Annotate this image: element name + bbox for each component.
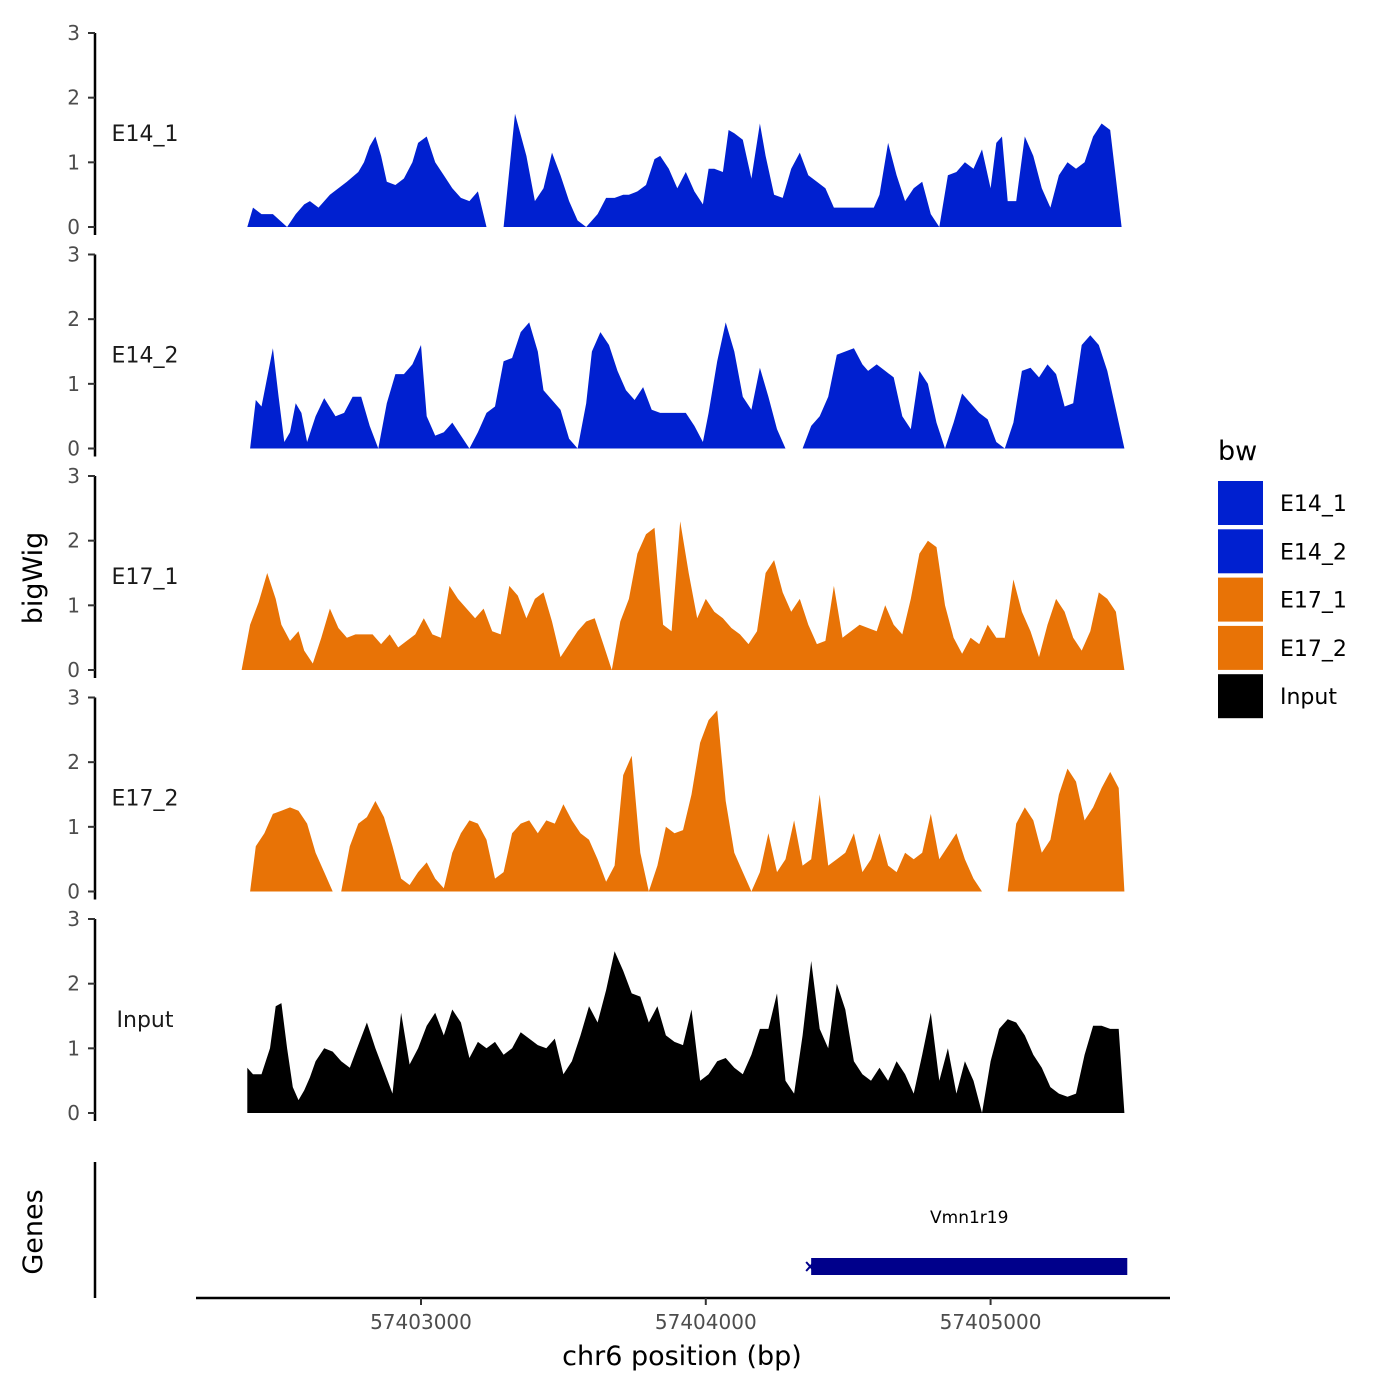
y-tick-label: 3 <box>67 21 80 45</box>
coverage-area-E17_2 <box>250 710 1125 892</box>
gene-label: Vmn1r19 <box>930 1208 1008 1228</box>
legend-label: Input <box>1280 685 1337 710</box>
x-tick-label: 57404000 <box>655 1310 757 1334</box>
y-tick-label: 2 <box>67 529 80 553</box>
y-tick-label: 1 <box>67 593 80 617</box>
y-tick-label: 0 <box>67 880 80 904</box>
coverage-area-E14_1 <box>247 113 1131 227</box>
gene-strand-mark <box>805 1261 815 1272</box>
track-label: E14_1 <box>112 122 179 147</box>
track-label: E14_2 <box>112 344 179 369</box>
y-tick-label: 3 <box>67 907 80 931</box>
legend-swatch-Input <box>1218 674 1263 719</box>
panel-E14_2: 0 1 2 3 E14_2 <box>67 243 1125 461</box>
x-axis: 57403000 57404000 57405000 <box>196 1296 1170 1334</box>
track-label: E17_1 <box>112 565 179 590</box>
legend-swatch-E14_1 <box>1218 481 1263 525</box>
y-tick-label: 0 <box>67 1101 80 1125</box>
x-tick-label: 57403000 <box>370 1310 472 1334</box>
legend-label: E14_2 <box>1280 540 1347 565</box>
legend-label: E14_1 <box>1280 492 1347 517</box>
legend-swatch-E17_1 <box>1218 577 1263 622</box>
legend-label: E17_1 <box>1280 589 1347 614</box>
y-tick-label: 2 <box>67 86 80 110</box>
panel-E17_1: 0 1 2 3 E17_1 <box>67 464 1125 682</box>
track-label: E17_2 <box>112 787 179 812</box>
panel-E14_1: 0 1 2 3 E14_1 <box>67 21 1131 239</box>
y-tick-label: 1 <box>67 1036 80 1060</box>
y-tick-label: 2 <box>67 972 80 996</box>
genes-panel: Vmn1r19 <box>93 1162 1128 1298</box>
y-axis-title: bigWig <box>18 532 49 625</box>
y-tick-label: 3 <box>67 686 80 710</box>
y-tick-label: 0 <box>67 437 80 461</box>
y-tick-label: 0 <box>67 215 80 239</box>
y-tick-label: 3 <box>67 243 80 267</box>
panel-Input: 0 1 2 3 Input <box>67 907 1125 1125</box>
y-tick-label: 2 <box>67 750 80 774</box>
y-tick-label: 3 <box>67 464 80 488</box>
coverage-area-E17_1 <box>241 521 1125 670</box>
track-label: Input <box>117 1008 174 1033</box>
legend-title: bw <box>1218 436 1257 467</box>
x-axis-title: chr6 position (bp) <box>562 1341 802 1372</box>
y-tick-label: 1 <box>67 372 80 396</box>
track-panels: 0 1 2 3 E14_1 0 1 2 3 E14_2 0 1 2 3 E17_1 0 1 2 3 E17_2 0 1 2 3… <box>67 21 1131 1125</box>
gene-body <box>811 1258 1128 1275</box>
legend-swatch-E14_2 <box>1218 529 1263 574</box>
coverage-area-Input <box>247 951 1125 1113</box>
panel-E17_2: 0 1 2 3 E17_2 <box>67 686 1125 904</box>
x-tick-label: 57405000 <box>940 1310 1042 1334</box>
y-tick-label: 0 <box>67 658 80 682</box>
genes-axis-title: Genes <box>18 1189 49 1274</box>
legend-swatch-E17_2 <box>1218 625 1263 670</box>
y-tick-label: 2 <box>67 307 80 331</box>
y-tick-label: 1 <box>67 815 80 839</box>
y-tick-label: 1 <box>67 150 80 174</box>
legend-label: E17_2 <box>1280 637 1347 662</box>
legend: bw E14_1 E14_2 E17_1 E17_2 Input <box>1218 436 1347 719</box>
coverage-area-E14_2 <box>250 322 1125 449</box>
